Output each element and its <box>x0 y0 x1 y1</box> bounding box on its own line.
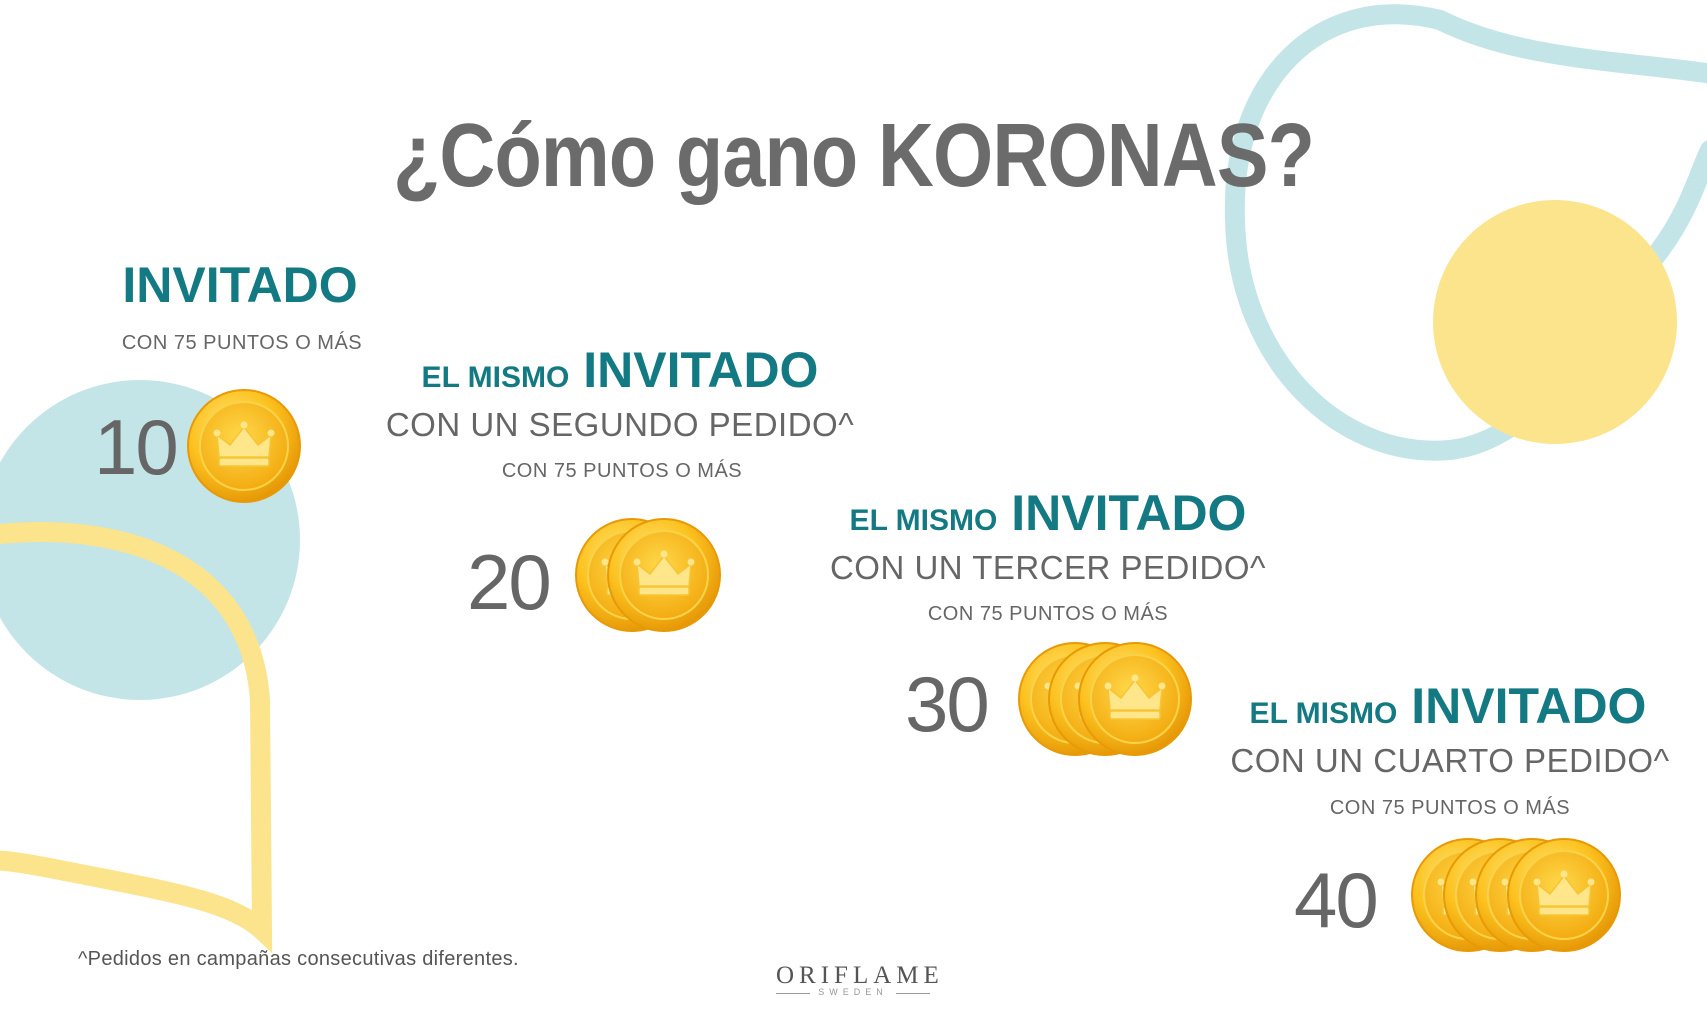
yellow-circle-right <box>1433 200 1677 444</box>
crown-coin-icon <box>1505 836 1623 959</box>
tier4-detail: CON UN CUARTO PEDIDO^ <box>1230 742 1670 779</box>
tier1-amount: 10 <box>94 403 179 491</box>
tier1-points: CON 75 PUNTOS O MÁS <box>121 332 363 354</box>
crown-coin-icon <box>1076 640 1194 763</box>
tier4-amount: 40 <box>1294 856 1379 944</box>
footnote: ^Pedidos en campañas consecutivas difere… <box>78 948 519 970</box>
tier4-points: CON 75 PUNTOS O MÁS <box>1329 797 1571 819</box>
tier4-heading-text: INVITADO <box>1411 678 1647 734</box>
tier2-points: CON 75 PUNTOS O MÁS <box>501 460 743 482</box>
brand-name: ORIFLAME <box>776 962 944 989</box>
tier2-heading: EL MISMO INVITADO <box>422 341 819 399</box>
tier2-heading-prefix: EL MISMO <box>421 361 570 394</box>
brand-tagline: SWEDEN <box>776 987 930 997</box>
tier3-heading-text: INVITADO <box>1011 485 1247 541</box>
page-title: ¿Cómo gano KORONAS? <box>392 106 1315 206</box>
crown-coin-icon <box>185 387 303 510</box>
tier3-amount: 30 <box>905 660 990 748</box>
tier4-heading: EL MISMO INVITADO <box>1250 677 1647 735</box>
tier2-amount: 20 <box>467 538 552 626</box>
tier2-heading-text: INVITADO <box>583 342 819 398</box>
crown-coin-icon <box>605 516 723 639</box>
tier1-heading: INVITADO <box>122 256 357 314</box>
tier3-points: CON 75 PUNTOS O MÁS <box>927 603 1169 625</box>
tier2-detail: CON UN SEGUNDO PEDIDO^ <box>385 406 855 443</box>
yellow-arch-left <box>0 522 273 954</box>
tier3-heading-prefix: EL MISMO <box>849 504 998 537</box>
oriflame-logo: ORIFLAME SWEDEN <box>776 962 944 997</box>
tier1-heading-text: INVITADO <box>122 257 358 313</box>
tier3-heading: EL MISMO INVITADO <box>850 484 1247 542</box>
tier3-detail: CON UN TERCER PEDIDO^ <box>829 549 1267 586</box>
tier4-heading-prefix: EL MISMO <box>1249 697 1398 730</box>
